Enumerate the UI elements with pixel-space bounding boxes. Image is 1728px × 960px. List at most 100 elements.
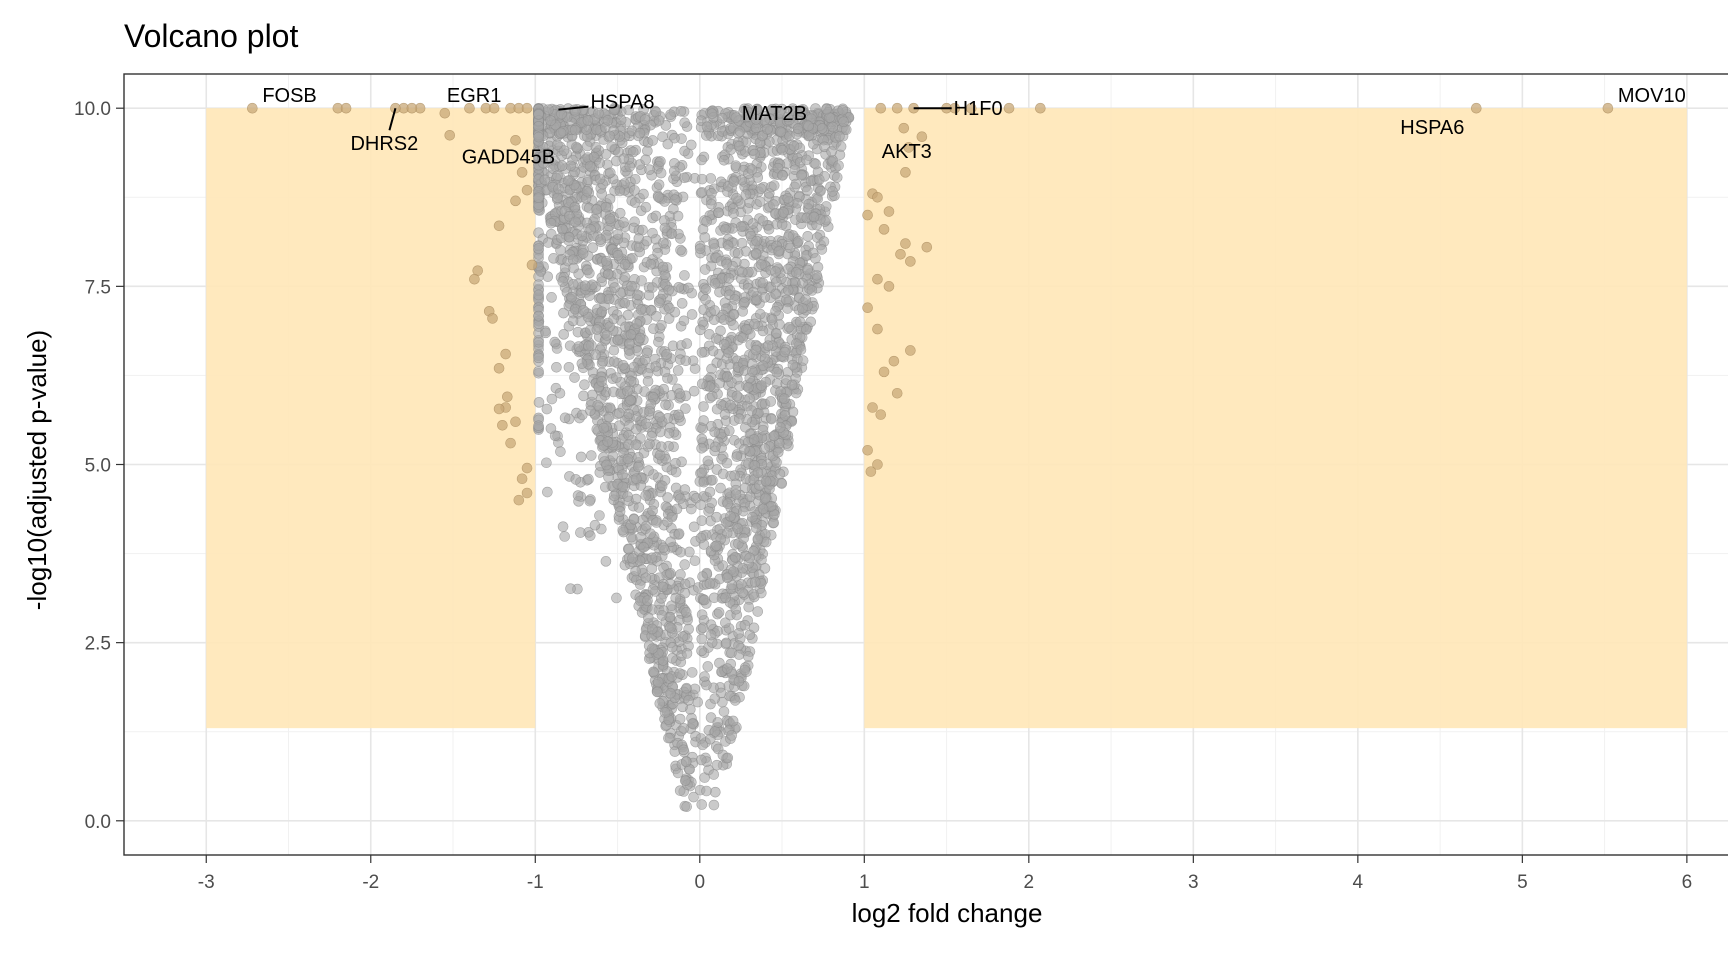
data-point <box>642 145 653 157</box>
data-point <box>622 385 633 397</box>
data-point <box>592 400 604 411</box>
data-point <box>831 172 843 183</box>
data-point <box>757 215 769 227</box>
significant-point <box>900 167 911 178</box>
data-point <box>618 153 630 164</box>
data-point <box>710 786 721 798</box>
data-point <box>747 218 759 229</box>
data-point <box>645 259 657 270</box>
data-point <box>533 243 544 254</box>
data-point <box>718 339 730 350</box>
data-point <box>723 425 735 437</box>
data-point <box>626 280 637 292</box>
data-point <box>656 610 668 621</box>
data-point <box>665 687 676 699</box>
data-point <box>591 324 603 335</box>
data-point <box>638 188 649 200</box>
data-point <box>736 237 748 249</box>
data-point <box>696 173 708 185</box>
data-point <box>696 443 707 454</box>
significant-point <box>502 391 513 403</box>
data-point <box>613 420 625 431</box>
significant-point <box>905 256 916 267</box>
significant-point <box>872 273 883 285</box>
data-point <box>562 175 574 186</box>
data-point <box>673 281 685 293</box>
data-point <box>594 173 606 185</box>
data-point <box>635 304 647 315</box>
data-point <box>670 466 682 478</box>
data-point <box>585 405 596 417</box>
data-point <box>687 718 698 730</box>
gene-label: HSPA8 <box>590 92 654 114</box>
data-point <box>557 521 569 532</box>
data-point <box>678 723 690 734</box>
data-point <box>594 157 605 169</box>
significant-point <box>487 313 498 324</box>
data-point <box>612 334 624 346</box>
data-point <box>655 593 667 604</box>
data-point <box>533 192 544 204</box>
data-point <box>750 344 762 356</box>
data-point <box>659 707 671 718</box>
data-point <box>720 637 732 649</box>
significant-point <box>521 487 533 499</box>
significant-point <box>510 416 521 428</box>
gene-label: HSPA6 <box>1400 117 1464 139</box>
data-point <box>542 486 553 498</box>
data-point <box>766 314 778 325</box>
data-point <box>542 237 554 248</box>
data-point <box>696 347 708 358</box>
data-point <box>694 243 706 255</box>
data-point <box>760 492 771 504</box>
data-point <box>640 154 652 166</box>
data-point <box>630 439 642 450</box>
data-point <box>622 491 633 502</box>
data-point <box>533 420 544 431</box>
highlight-region <box>206 108 536 729</box>
data-point <box>797 303 808 314</box>
data-point <box>656 480 668 492</box>
data-point <box>795 344 807 356</box>
data-point <box>755 183 767 194</box>
data-point <box>706 198 717 210</box>
data-point <box>653 179 665 190</box>
data-point <box>670 458 681 469</box>
data-point <box>700 294 711 305</box>
significant-point <box>903 142 915 153</box>
data-point <box>607 450 619 462</box>
data-point <box>653 336 664 348</box>
data-point <box>642 375 654 387</box>
data-point <box>570 474 582 485</box>
data-point <box>696 515 708 526</box>
data-point <box>733 628 744 639</box>
data-point <box>706 390 718 402</box>
data-point <box>688 385 700 397</box>
data-point <box>768 430 780 442</box>
point-cloud <box>533 102 855 812</box>
data-point <box>545 115 557 126</box>
x-tick-label: 1 <box>859 872 870 893</box>
data-point <box>793 236 804 247</box>
gene-label: EGR1 <box>447 85 501 107</box>
data-point <box>585 224 597 235</box>
data-point <box>590 349 601 361</box>
significant-point <box>965 102 977 114</box>
data-point <box>584 530 596 541</box>
data-point <box>603 268 614 280</box>
data-point <box>708 769 720 780</box>
data-point <box>602 115 614 126</box>
x-axis-title: log2 fold change <box>852 898 1043 928</box>
data-point <box>835 141 847 152</box>
data-point <box>723 272 735 284</box>
data-point <box>583 340 594 352</box>
data-point <box>679 172 690 184</box>
data-point <box>725 400 736 411</box>
data-point <box>583 473 594 485</box>
data-point <box>539 174 551 186</box>
data-point <box>730 160 742 171</box>
data-point <box>775 422 786 433</box>
data-point <box>727 715 739 727</box>
data-point <box>673 528 685 539</box>
data-point <box>651 517 662 528</box>
